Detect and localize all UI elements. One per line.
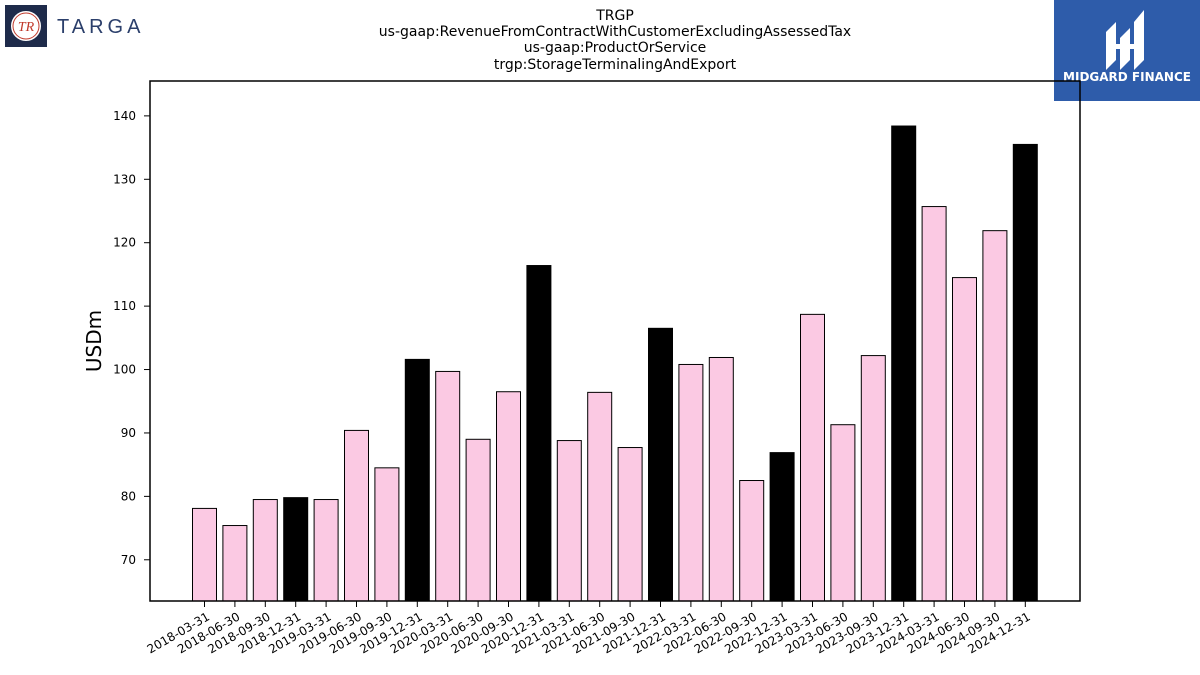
bar: [708, 356, 734, 602]
bar: [344, 429, 369, 602]
y-axis-label: USDm: [82, 310, 106, 372]
bar: [252, 499, 278, 602]
y-tick-label: 90: [121, 426, 136, 440]
bar: [891, 125, 917, 602]
bar: [222, 525, 248, 602]
x-axis: 2018-03-312018-06-302018-09-302018-12-31…: [145, 601, 1033, 656]
bar: [587, 391, 613, 602]
bar: [465, 438, 491, 602]
y-tick-label: 130: [113, 172, 136, 186]
bar: [952, 277, 977, 602]
bar: [739, 480, 765, 602]
plot-frame: [149, 80, 1081, 602]
y-tick-label: 80: [121, 489, 136, 503]
bar: [496, 391, 521, 602]
y-tick-label: 140: [113, 109, 136, 123]
bar-series: [192, 125, 1038, 602]
chart-title-line: TRGP: [595, 8, 634, 24]
bar: [283, 497, 309, 602]
midgard-wordmark: MIDGARD FINANCE: [1063, 70, 1191, 84]
midgard-emblem-icon: [1106, 10, 1144, 70]
bar: [556, 440, 582, 602]
bar: [678, 363, 704, 602]
bar: [921, 206, 947, 602]
bar: [313, 499, 339, 602]
bar: [648, 327, 673, 602]
bar: [800, 313, 825, 602]
bar: [860, 355, 886, 602]
bar: [617, 447, 643, 602]
bar: [192, 507, 217, 602]
bar: [435, 370, 461, 602]
y-tick-label: 110: [113, 299, 136, 313]
bar: [374, 467, 400, 602]
midgard-finance-logo: MIDGARD FINANCE: [1054, 0, 1200, 101]
targa-logo: TR TARGA: [5, 5, 144, 47]
y-tick-label: 120: [113, 236, 136, 250]
bar: [769, 452, 795, 602]
y-tick-label: 100: [113, 363, 136, 377]
y-axis: 70 80 90 100 110 120 130 140: [113, 109, 150, 567]
bar: [404, 358, 430, 602]
chart-title: TRGP us-gaap:RevenueFromContractWithCust…: [379, 8, 851, 73]
bar: [982, 230, 1008, 602]
chart-title-line: us-gaap:RevenueFromContractWithCustomerE…: [379, 24, 851, 40]
bar: [526, 265, 552, 602]
y-tick-label: 70: [121, 553, 136, 567]
chart-title-line: us-gaap:ProductOrService: [524, 40, 707, 56]
targa-wordmark: TARGA: [57, 16, 144, 38]
chart-title-line: trgp:StorageTerminalingAndExport: [494, 57, 737, 73]
bar: [830, 424, 856, 602]
targa-monogram: TR: [18, 20, 35, 35]
bar: [1012, 143, 1038, 602]
